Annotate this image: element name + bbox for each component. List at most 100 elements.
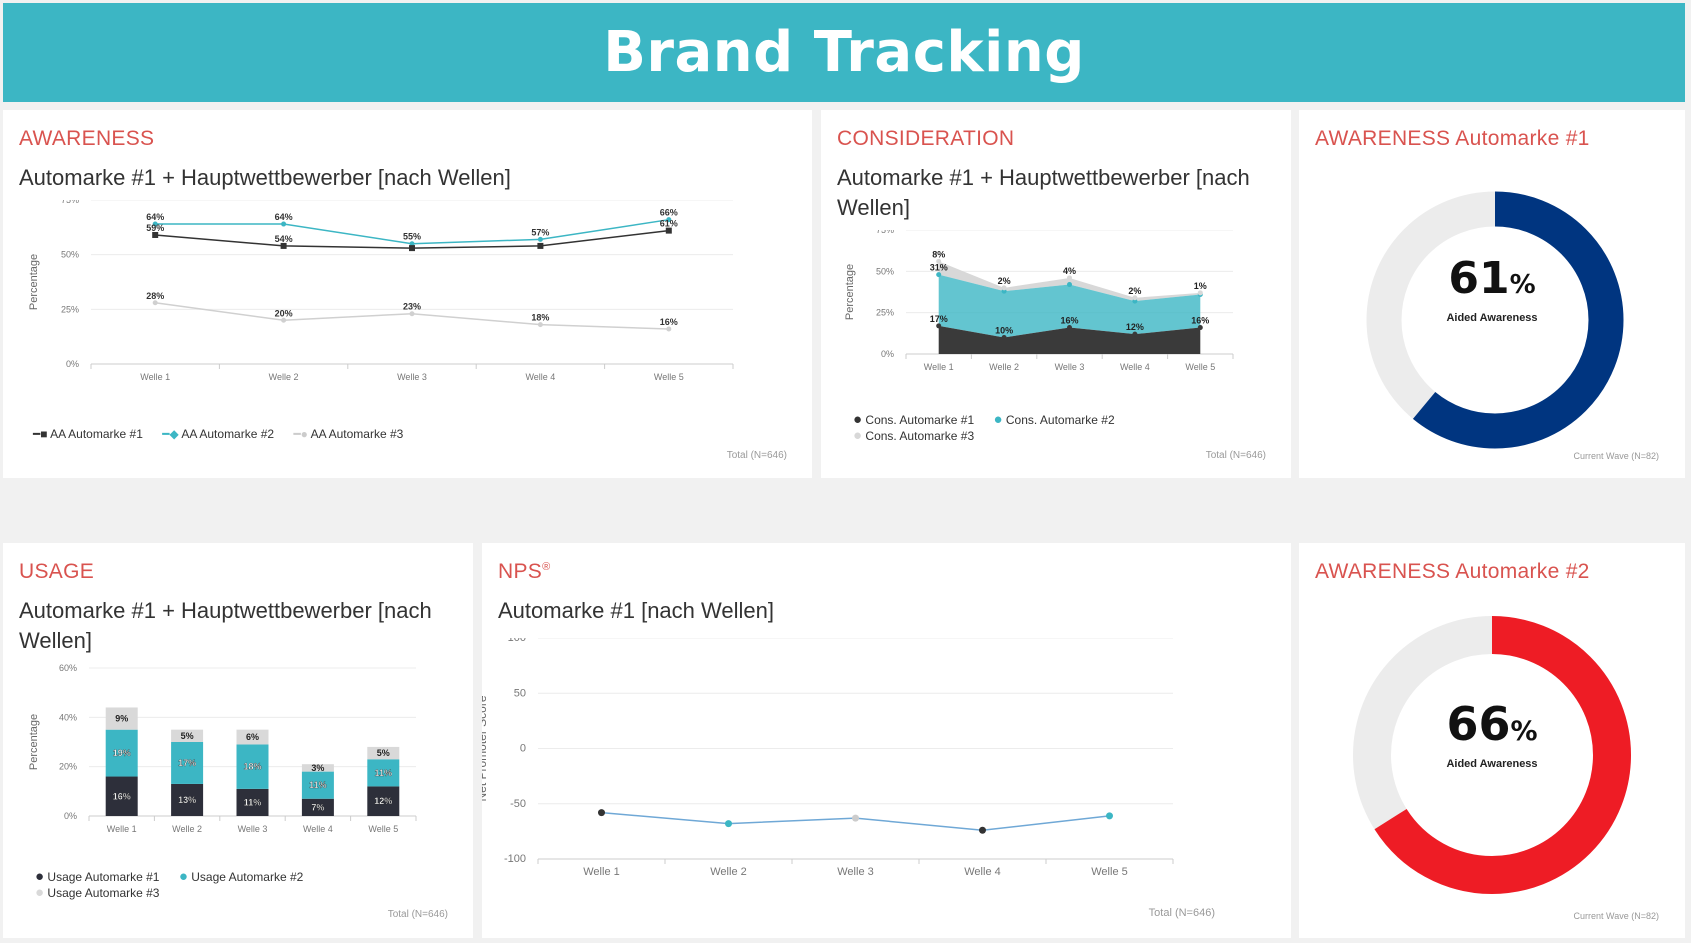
- data-label: 31%: [930, 263, 948, 273]
- legend-item-cons1[interactable]: ● Cons. Automarke #1: [853, 411, 975, 428]
- data-label: 12%: [374, 796, 392, 806]
- legend-item-cons2[interactable]: ● Cons. Automarke #2: [993, 411, 1115, 428]
- aw2-unit: %: [1510, 716, 1538, 747]
- y-tick-label: 50%: [876, 266, 894, 276]
- legend-item-aa1[interactable]: ━■ AA Automarke #1: [33, 427, 143, 441]
- header-banner: Brand Tracking: [3, 3, 1685, 102]
- nps-subtitle: Automarke #1 [nach Wellen]: [498, 598, 774, 623]
- data-label: 2%: [1128, 286, 1141, 296]
- aw1-unit: %: [1509, 270, 1536, 300]
- nps-data-point: [598, 809, 605, 817]
- data-point: [1132, 295, 1138, 301]
- x-tick-label: Welle 2: [989, 362, 1019, 372]
- x-tick-label: Welle 2: [269, 372, 299, 382]
- awareness-subtitle: Automarke #1 + Hauptwettbewerber [nach W…: [19, 165, 511, 190]
- data-point: [280, 242, 287, 249]
- bar-segment-1: [236, 788, 269, 816]
- aw1-footnote: Current Wave (N=82): [1573, 451, 1659, 461]
- data-label: 19%: [113, 748, 131, 758]
- data-point: [281, 221, 287, 227]
- data-label: 7%: [311, 802, 324, 812]
- bar-segment-2: [105, 729, 138, 777]
- data-label: 64%: [146, 212, 164, 222]
- legend-item-cons3[interactable]: ● Cons. Automarke #3: [853, 427, 975, 444]
- y-tick-label: 75%: [61, 200, 79, 205]
- consideration-legend: ● Cons. Automarke #1 ● Cons. Automarke #…: [853, 412, 1115, 444]
- nps-data-point: [1106, 812, 1113, 820]
- bar-segment-3: [236, 729, 269, 745]
- bar-segment-3: [105, 707, 138, 730]
- data-label: 17%: [930, 314, 948, 324]
- legend-item-usage2[interactable]: ● Usage Automarke #2: [178, 868, 304, 885]
- y-tick-label: 25%: [61, 304, 79, 314]
- data-point: [281, 317, 287, 323]
- usage-subtitle: Automarke #1 + Hauptwettbewerber [nach W…: [19, 598, 432, 653]
- data-label: 18%: [243, 762, 261, 772]
- area-series-2: [938, 274, 1201, 338]
- data-label: 5%: [377, 748, 390, 758]
- data-label: 54%: [275, 234, 293, 244]
- y-tick-label: -50: [510, 798, 526, 810]
- x-tick-label: Welle 4: [964, 866, 1000, 878]
- data-label: 57%: [531, 227, 549, 237]
- bar-segment-3: [367, 746, 400, 760]
- usage-panel: USAGE Automarke #1 + Hauptwettbewerber […: [3, 543, 473, 938]
- data-label: 18%: [531, 313, 549, 323]
- aw1-title: AWARENESS Automarke #1: [1315, 127, 1590, 150]
- y-tick-label: 25%: [876, 308, 894, 318]
- nps-title-text: NPS: [498, 560, 543, 583]
- bar-segment-3: [301, 764, 334, 772]
- nps-data-point: [725, 820, 732, 828]
- y-tick-label: 0%: [66, 359, 79, 369]
- data-label: 10%: [995, 325, 1013, 335]
- usage-footnote: Total (N=646): [387, 909, 448, 920]
- data-label: 5%: [181, 731, 194, 741]
- data-label: 6%: [246, 732, 259, 742]
- y-tick-label: -100: [504, 853, 526, 865]
- x-tick-label: Welle 1: [140, 372, 170, 382]
- awareness-automarke2-panel: AWARENESS Automarke #2 66% Aided Awarene…: [1299, 543, 1685, 938]
- aw1-donut-chart: [1366, 191, 1624, 449]
- bar-segment-2: [171, 742, 204, 784]
- x-tick-label: Welle 2: [710, 866, 746, 878]
- x-tick-label: Welle 3: [837, 866, 873, 878]
- y-axis-label: Net Promoter Score: [482, 695, 489, 801]
- awareness-legend: ━■ AA Automarke #1 ━◆ AA Automarke #2 ━●…: [33, 427, 403, 441]
- x-tick-label: Welle 4: [1120, 362, 1150, 372]
- data-point: [152, 231, 159, 238]
- aw2-label: Aided Awareness: [1446, 758, 1538, 770]
- aw2-footnote: Current Wave (N=82): [1573, 911, 1659, 921]
- y-axis-label: Percentage: [28, 714, 40, 770]
- data-point: [152, 221, 158, 227]
- usage-bar-chart: 0% 20% 40% 60% Percentage Welle 1 Welle 2 Welle…: [28, 663, 417, 834]
- data-point: [936, 272, 942, 278]
- usage-title: USAGE: [19, 560, 95, 583]
- awareness-line-chart: 0% 25% 50% 75% Percentage Welle 1 Welle 2 Welle…: [28, 200, 734, 382]
- donut-value-arc: [1353, 616, 1631, 894]
- legend-label: Cons. Automarke #3: [865, 429, 975, 443]
- legend-item-usage1[interactable]: ● Usage Automarke #1: [35, 868, 160, 885]
- legend-item-aa2[interactable]: ━◆ AA Automarke #2: [162, 427, 275, 441]
- data-point: [1197, 325, 1203, 331]
- consideration-area-chart: 0% 25% 50% 75% Percentage Welle 1 Welle 2 Welle…: [844, 230, 1234, 372]
- nps-title-mark: ®: [542, 561, 551, 573]
- data-point: [1132, 331, 1138, 337]
- aw1-number: 61: [1448, 253, 1510, 304]
- consideration-panel: CONSIDERATION Automarke #1 + Hauptwettbe…: [821, 110, 1291, 478]
- legend-item-aa3[interactable]: ━● AA Automarke #3: [293, 427, 404, 441]
- x-tick-label: Welle 4: [303, 824, 333, 834]
- page-title: Brand Tracking: [603, 20, 1085, 85]
- x-tick-label: Welle 1: [924, 362, 954, 372]
- nps-panel: NPS® Automarke #1 [nach Wellen] -100 -50 0…: [482, 543, 1291, 938]
- data-point: [666, 217, 672, 223]
- bar-segment-1: [105, 776, 138, 816]
- usage-legend: ● Usage Automarke #1 ● Usage Automarke #…: [35, 869, 303, 901]
- data-point: [1067, 275, 1072, 281]
- y-tick-label: 0%: [64, 811, 77, 821]
- y-axis-label: Percentage: [844, 264, 856, 320]
- awareness-footnote: Total (N=646): [726, 450, 787, 461]
- legend-item-usage3[interactable]: ● Usage Automarke #3: [35, 884, 160, 901]
- data-point: [152, 300, 158, 306]
- data-label: 28%: [146, 291, 164, 301]
- donut-value-arc: [1366, 191, 1624, 449]
